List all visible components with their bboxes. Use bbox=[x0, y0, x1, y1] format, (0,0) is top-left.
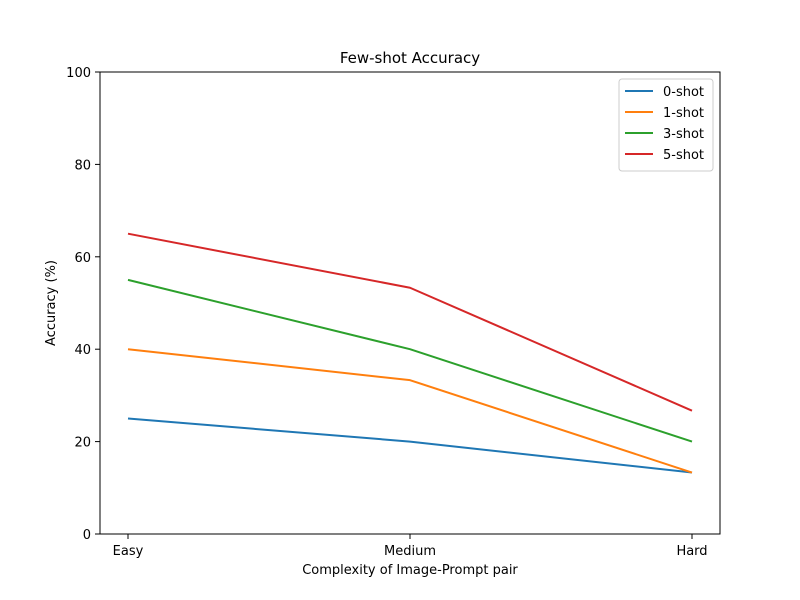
y-tick-label: 60 bbox=[74, 251, 91, 266]
series-line-5-shot bbox=[127, 232, 693, 412]
legend-box bbox=[618, 78, 714, 172]
y-axis: 0 20 40 60 80 100 bbox=[66, 66, 100, 543]
chart-title: Few-shot Accuracy bbox=[340, 49, 480, 67]
x-tick-label: Hard bbox=[676, 544, 707, 559]
series-line-1-shot bbox=[127, 348, 693, 474]
legend: 0-shot 1-shot 3-shot 5-shot bbox=[618, 78, 714, 172]
y-tick-label: 0 bbox=[83, 528, 91, 543]
x-tick-label: Easy bbox=[113, 544, 144, 559]
y-axis-label: Accuracy (%) bbox=[44, 260, 59, 346]
y-tick-label: 80 bbox=[74, 158, 91, 173]
y-tick-label: 100 bbox=[66, 66, 91, 81]
legend-label: 1-shot bbox=[663, 106, 704, 121]
series-line-3-shot bbox=[127, 278, 693, 443]
x-axis: Easy Medium Hard bbox=[113, 534, 708, 559]
y-tick-label: 40 bbox=[74, 343, 91, 358]
x-axis-label: Complexity of Image-Prompt pair bbox=[302, 563, 518, 578]
legend-label: 3-shot bbox=[663, 127, 704, 142]
series-line-0-shot bbox=[127, 417, 693, 474]
x-tick-label: Medium bbox=[384, 544, 436, 559]
y-tick-label: 20 bbox=[74, 436, 91, 451]
legend-label: 5-shot bbox=[663, 148, 704, 163]
legend-label: 0-shot bbox=[663, 85, 704, 100]
